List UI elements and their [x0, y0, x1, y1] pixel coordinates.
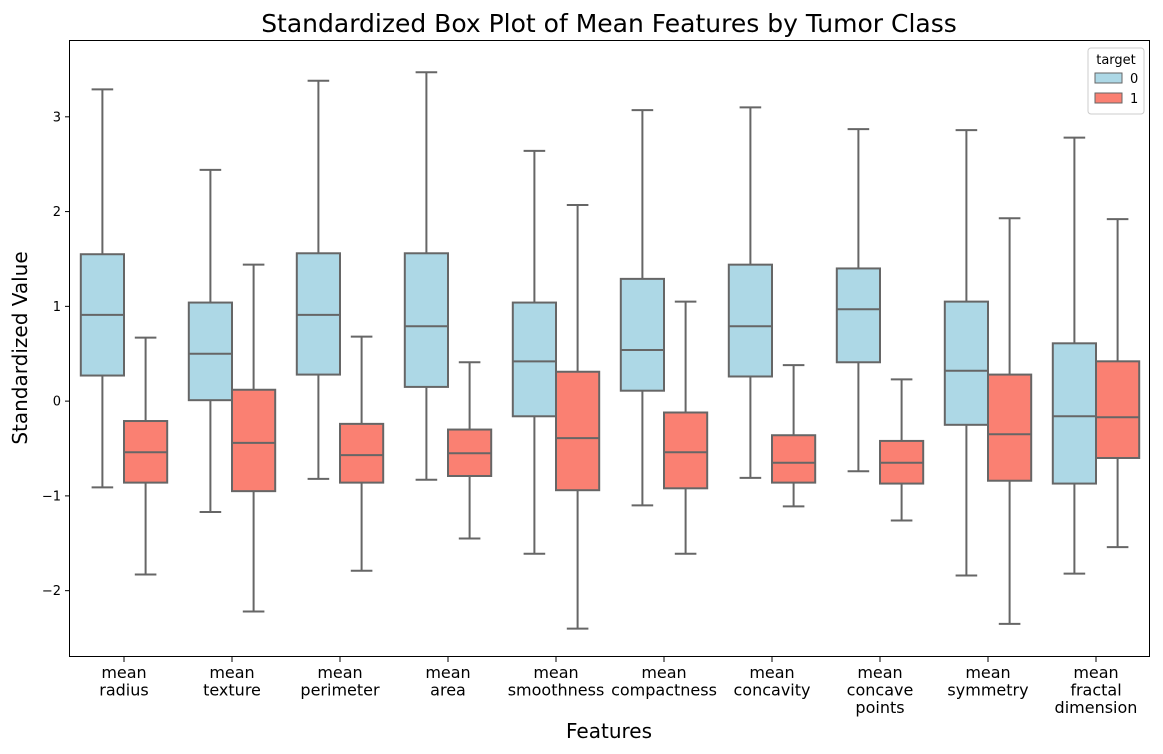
box-body	[403, 252, 449, 388]
x-tick-label-line: mean	[317, 663, 362, 682]
x-tick-label-line: mean	[425, 663, 470, 682]
x-tick-label-line: mean	[1073, 663, 1118, 682]
box-body	[1095, 360, 1141, 459]
y-tick-label: −2	[42, 584, 61, 599]
x-tick-label-line: perimeter	[300, 681, 380, 700]
box-0-1	[187, 168, 234, 514]
box-1-0	[123, 336, 169, 576]
box-1-5	[663, 300, 709, 555]
box-body	[727, 263, 773, 378]
x-tick-label-line: radius	[99, 681, 148, 700]
box-1-7	[879, 378, 925, 522]
x-tick-label-line: texture	[203, 681, 261, 700]
legend-swatch-1	[1094, 92, 1123, 104]
chart-title: Standardized Box Plot of Mean Features b…	[261, 9, 957, 38]
axes-frame	[69, 40, 1150, 657]
box-0-0	[79, 88, 126, 489]
box-0-6	[727, 106, 773, 479]
legend-label-0: 0	[1130, 72, 1138, 87]
x-tick-label: mean texture	[203, 663, 261, 700]
box-0-3	[403, 71, 449, 481]
x-tick-label-line: mean	[965, 663, 1010, 682]
box-1-4	[555, 203, 601, 630]
x-tick-label: mean compactness	[611, 663, 717, 700]
x-tick-label: mean fractal dimension	[1055, 663, 1138, 717]
x-tick-label: mean symmetry	[947, 663, 1028, 700]
x-tick-label: mean concave points	[847, 663, 914, 717]
x-axis-title: Features	[566, 719, 652, 743]
y-tick-label: 3	[53, 110, 61, 125]
x-tick-label-line: symmetry	[947, 681, 1028, 700]
y-axis: −2 −1 0 1 2 3	[42, 110, 70, 599]
y-axis-title: Standardized Value	[8, 251, 32, 444]
legend-title: target	[1096, 53, 1136, 68]
box-0-9	[1051, 136, 1098, 575]
box-body	[771, 434, 817, 484]
box-body	[231, 388, 277, 493]
box-0-7	[835, 128, 881, 473]
x-tick-label-line: mean	[857, 663, 902, 682]
box-0-2	[295, 79, 341, 480]
box-1-6	[771, 364, 817, 508]
x-tick-label-line: fractal	[1070, 681, 1121, 700]
box-body	[619, 277, 665, 392]
box-body	[187, 301, 234, 402]
box-1-1	[231, 263, 277, 613]
x-tick-label: mean radius	[99, 663, 148, 700]
y-tick-label: 1	[53, 300, 61, 315]
x-tick-label: mean area	[425, 663, 470, 700]
box-1-3	[447, 361, 493, 540]
legend-swatch-0	[1094, 72, 1123, 84]
x-tick-label: mean concavity	[734, 663, 811, 700]
y-tick-label: 2	[53, 205, 61, 220]
x-tick-label-line: points	[855, 698, 904, 717]
y-tick-label: −1	[42, 489, 61, 504]
box-body	[511, 301, 557, 418]
x-tick-label-line: concave	[847, 681, 914, 700]
x-tick-label: mean smoothness	[508, 663, 605, 700]
box-body	[339, 422, 385, 484]
box-body	[835, 267, 881, 364]
box-0-8	[943, 129, 989, 577]
x-tick-label-line: dimension	[1055, 698, 1138, 717]
x-tick-label-line: mean	[209, 663, 254, 682]
legend-label-1: 1	[1130, 92, 1138, 107]
box-body	[663, 411, 709, 490]
legend: target 0 1	[1087, 47, 1145, 115]
box-body	[555, 370, 601, 492]
x-tick-label-line: mean	[641, 663, 686, 682]
box-0-4	[511, 149, 557, 555]
box-0-5	[619, 109, 665, 507]
plot-area	[79, 71, 1141, 630]
box-body	[1051, 342, 1098, 485]
box-body	[943, 300, 989, 426]
box-body	[987, 373, 1033, 482]
x-tick-label-line: compactness	[611, 681, 717, 700]
x-tick-label-line: smoothness	[508, 681, 605, 700]
x-tick-label: mean perimeter	[300, 663, 380, 700]
box-1-2	[339, 335, 385, 572]
x-tick-label-line: mean	[533, 663, 578, 682]
x-tick-label-line: area	[430, 681, 466, 700]
x-tick-label-line: mean	[101, 663, 146, 682]
box-1-9	[1095, 218, 1141, 549]
y-tick-label: 0	[53, 395, 61, 410]
x-tick-label-line: concavity	[734, 681, 811, 700]
box-1-8	[987, 217, 1033, 625]
x-tick-label-line: mean	[749, 663, 794, 682]
